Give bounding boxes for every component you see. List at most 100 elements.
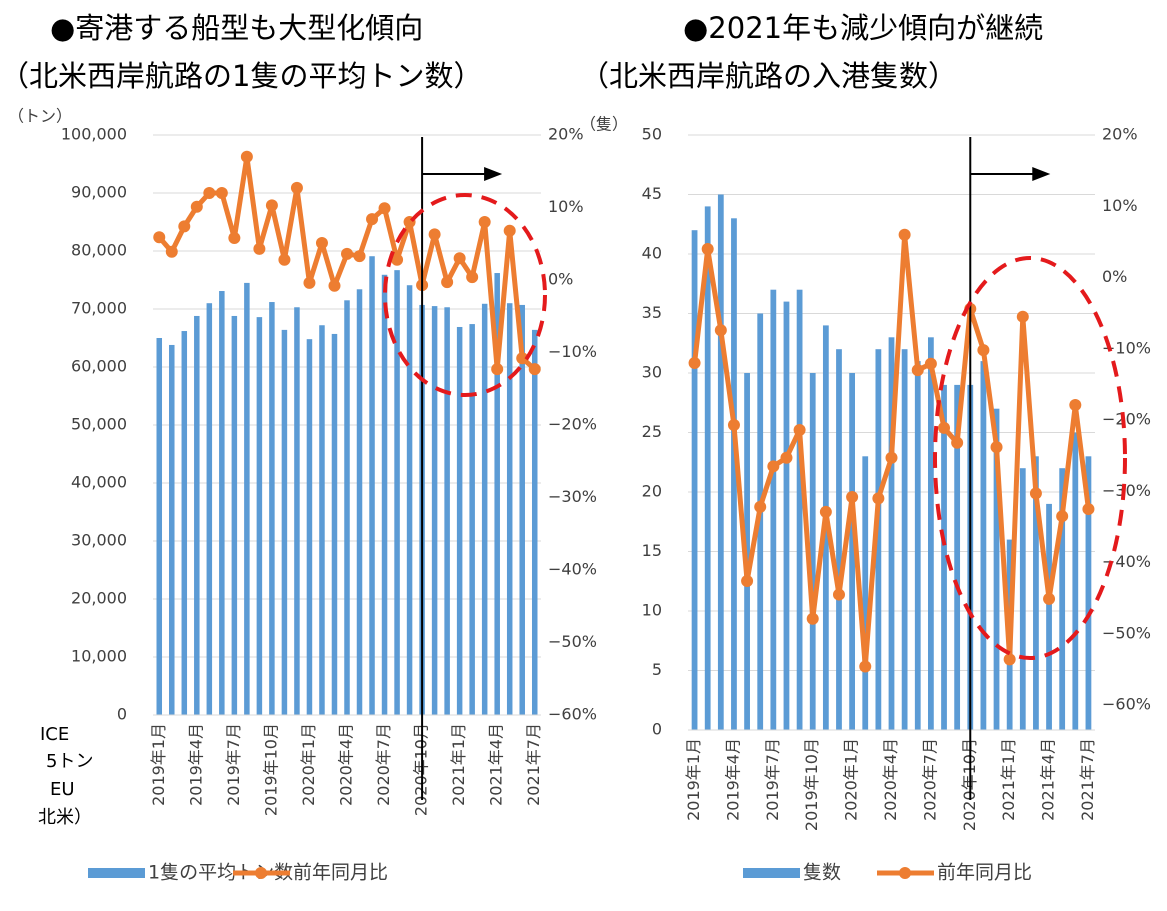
point [328, 279, 341, 292]
y-tick-label: 20,000 [71, 589, 127, 608]
point [872, 492, 885, 505]
bar [206, 303, 213, 715]
bar [519, 304, 525, 715]
bar [809, 373, 816, 730]
point [491, 363, 504, 376]
point [165, 245, 178, 258]
bar [456, 326, 463, 715]
point [1082, 503, 1095, 516]
bar [914, 361, 921, 730]
bar [306, 339, 313, 715]
bar [169, 344, 175, 715]
point [898, 228, 911, 241]
y2-tick-label: −60% [548, 705, 597, 724]
point [1056, 510, 1069, 523]
x-tick-label: 2019年10月 [261, 723, 280, 816]
point [528, 363, 541, 376]
y-tick-label: 20 [642, 482, 662, 501]
point [1003, 653, 1016, 666]
bar [256, 317, 263, 715]
bar [954, 384, 961, 730]
point [503, 224, 516, 237]
point [240, 150, 253, 163]
point [428, 228, 441, 241]
bar [757, 313, 764, 730]
y-tick-label: 40,000 [71, 473, 127, 492]
y-tick-label: 35 [642, 303, 662, 322]
bar [294, 307, 300, 715]
bar [796, 289, 803, 730]
note: ICE [40, 724, 69, 745]
point [203, 187, 216, 199]
point [741, 575, 754, 588]
y-axis-label: （隻） [580, 115, 628, 134]
x-tick-label: 2020年4月 [881, 738, 900, 821]
point [1069, 399, 1082, 412]
bar [406, 285, 413, 715]
y2-tick-label: −10% [548, 342, 597, 361]
point [806, 612, 819, 625]
x-tick-label: 2019年7月 [224, 723, 243, 806]
x-tick-label: 2021年7月 [1078, 738, 1097, 821]
highlight [383, 193, 547, 397]
bar [770, 289, 777, 730]
arrow-head [1032, 167, 1051, 181]
chart-title: ●2021年も減少傾向が継続 [683, 11, 1043, 45]
bar [219, 291, 225, 715]
bar [875, 349, 882, 730]
point [846, 490, 859, 503]
point [727, 418, 740, 431]
y-tick-label: 30 [642, 363, 662, 382]
bar [494, 273, 500, 715]
y2-tick-label: −50% [1102, 623, 1151, 642]
y-tick-label: 5 [652, 660, 662, 679]
point [819, 505, 832, 518]
point [977, 344, 990, 357]
y-tick-label: 10 [642, 601, 662, 620]
chart-subtitle: （北米西岸航路の入港隻数） [580, 59, 957, 93]
point [990, 441, 1003, 454]
x-tick-label: 2021年4月 [1039, 738, 1058, 821]
note: EU [50, 779, 75, 800]
x-tick-label: 2021年1月 [449, 723, 468, 806]
legend-label: 隻数 [803, 862, 841, 884]
bar [849, 373, 856, 730]
y2-tick-label: 0% [548, 270, 573, 289]
y-tick-label: 10,000 [71, 647, 127, 666]
y-tick-label: 40 [642, 244, 662, 263]
bar [704, 206, 711, 730]
y-tick-label: 0 [652, 720, 662, 739]
point [754, 500, 767, 513]
point [190, 200, 203, 213]
bar [1046, 503, 1052, 730]
bar [381, 274, 388, 715]
bar [1085, 456, 1092, 730]
bar [394, 270, 400, 715]
x-tick-label: 2021年4月 [487, 723, 506, 806]
x-tick-label: 2020年1月 [299, 723, 318, 806]
bar [927, 337, 934, 730]
bar [244, 282, 250, 715]
x-tick-label: 2019年7月 [763, 738, 782, 821]
bar [181, 331, 188, 715]
bar [1072, 432, 1079, 730]
legend-swatch [255, 867, 267, 879]
bar [980, 361, 987, 730]
bar [331, 333, 338, 715]
y2-tick-label: −20% [1102, 410, 1151, 429]
legend-label: 前年同月比 [937, 862, 1032, 884]
bar [319, 325, 325, 715]
point [714, 324, 727, 337]
y-tick-label: 60,000 [71, 357, 127, 376]
point [911, 364, 924, 377]
x-tick-label: 2019年1月 [149, 723, 168, 806]
point [832, 588, 845, 601]
point [780, 451, 793, 464]
point [265, 199, 278, 212]
y-tick-label: 25 [642, 422, 662, 441]
bar [862, 456, 869, 730]
x-tick-label: 2019年4月 [723, 738, 742, 821]
bar [481, 303, 488, 715]
y2-tick-label: 20% [548, 125, 584, 144]
point [366, 213, 379, 226]
